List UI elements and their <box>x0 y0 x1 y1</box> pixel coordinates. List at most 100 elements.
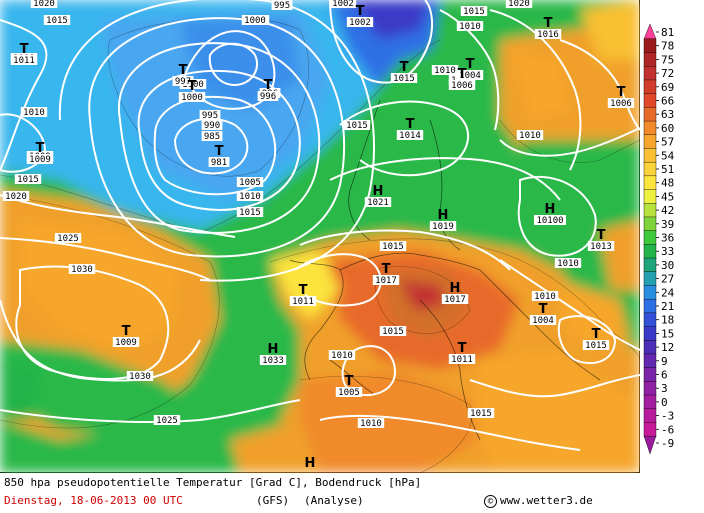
isobar-label: 1010 <box>534 292 556 302</box>
legend-swatch <box>643 148 657 163</box>
legend-tick-label: 3 <box>661 382 668 395</box>
legend-swatch <box>643 394 657 410</box>
legend-swatch <box>643 216 657 232</box>
isobar-label-bg <box>126 371 154 381</box>
low-letter: T <box>264 78 273 93</box>
system-value: 997 <box>175 77 191 87</box>
system-value: 1011 <box>292 297 314 307</box>
low-letter: T <box>299 283 308 298</box>
caption-date-text: Dienstag, 18-06-2013 00 UTC <box>4 494 183 507</box>
system-value: 1011 <box>451 355 473 365</box>
system-value-bg <box>112 337 140 347</box>
legend-swatch <box>643 134 657 150</box>
high-letter: H <box>268 342 279 357</box>
isobar-label: 1015 <box>463 7 485 17</box>
legend-canvas: 8178757269666360575451484542393633302724… <box>643 23 675 455</box>
caption-date: Dienstag, 18-06-2013 00 UTC <box>4 494 183 507</box>
legend-tick-label: 72 <box>661 67 674 80</box>
caption-credit[interactable]: © www.wetter3.de <box>484 494 593 508</box>
isobar-label-bg <box>54 233 82 243</box>
isobar-label: 1002 <box>332 0 354 9</box>
low-letter: T <box>400 60 409 75</box>
low-letter: T <box>458 67 467 82</box>
legend-tick-label: 78 <box>661 40 674 53</box>
legend-tick-label: 24 <box>661 286 675 299</box>
isobar-label-bg <box>531 291 559 301</box>
legend-swatch <box>643 175 657 191</box>
legend-tick-label: 66 <box>661 95 674 108</box>
system-value-bg <box>346 17 374 27</box>
legend-swatch <box>643 312 657 328</box>
system-value: 1016 <box>537 30 559 40</box>
weather-map: 1020 1015 1011 1010 1009 1015 1020 1025 1030 1030… <box>0 0 640 473</box>
system-value: 1015 <box>393 74 415 84</box>
caption-analysis: (Analyse) <box>304 494 364 507</box>
copyright-icon: © <box>484 494 497 508</box>
isobar-label: 1015 <box>470 409 492 419</box>
legend-swatch <box>643 189 657 204</box>
map-caption: 850 hpa pseudopotentielle Temperatur [Gr… <box>0 474 640 513</box>
credit-link[interactable]: www.wetter3.de <box>500 494 593 507</box>
isobar-label-bg <box>199 110 221 120</box>
low-letter: T <box>36 141 45 156</box>
isobar-label-bg <box>516 130 544 140</box>
system-value-bg <box>26 154 54 164</box>
system-value-bg <box>587 241 615 251</box>
system-value: 1015 <box>585 341 607 351</box>
legend-tick-label: 27 <box>661 273 674 286</box>
legend-swatch <box>643 23 657 40</box>
legend-tick-label: 12 <box>661 341 674 354</box>
system-value: 1019 <box>432 222 454 232</box>
isobar-label: 1010 <box>434 66 456 76</box>
caption-model: (GFS) <box>256 494 290 507</box>
system-value-bg <box>448 354 476 364</box>
isobar-label-bg <box>467 408 495 418</box>
legend-swatch <box>643 326 657 341</box>
isobar-label-bg <box>379 241 407 251</box>
isobar-label-bg <box>236 191 264 201</box>
low-letter: T <box>356 4 365 19</box>
legend-swatch <box>643 285 657 300</box>
isobar-label: 1015 <box>46 16 68 26</box>
system-value-bg <box>10 55 38 65</box>
system-value-bg <box>390 73 418 83</box>
isobar-label-bg <box>505 0 533 8</box>
isobar-label: 1015 <box>382 242 404 252</box>
isobar-label: 1015 <box>239 208 261 218</box>
low-letter: T <box>617 85 626 100</box>
low-letter: T <box>406 117 415 132</box>
isobar-label: 1010 <box>519 131 541 141</box>
system-value-bg <box>259 355 287 365</box>
legend-swatch <box>643 244 657 259</box>
system-value: 996 <box>260 92 276 102</box>
system-value-bg <box>396 130 424 140</box>
isobar-label: 1010 <box>239 192 261 202</box>
legend-swatch <box>643 203 657 218</box>
isobar-label: 995 <box>202 111 218 121</box>
legend-tick-label: 39 <box>661 218 674 231</box>
legend-tick-label: 57 <box>661 136 674 149</box>
legend-tick-label: 33 <box>661 245 674 258</box>
isobar-label: 1015 <box>346 121 368 131</box>
legend-swatch <box>643 408 657 424</box>
isobar-label: 990 <box>204 121 220 131</box>
isobar-label: 1025 <box>156 416 178 426</box>
isobar-labels: 1020 1015 1011 1010 1009 1015 1020 1025 1030 1030… <box>2 0 582 429</box>
legend-swatch <box>643 161 657 177</box>
system-value: 1005 <box>338 388 360 398</box>
system-value: 981 <box>211 158 227 168</box>
low-letter: T <box>592 327 601 342</box>
temperature-contours <box>0 17 640 473</box>
isobar-label: 1005 <box>239 178 261 188</box>
isobar-label-bg <box>201 120 223 130</box>
legend-tick-label: 6 <box>661 369 668 382</box>
system-value-bg <box>534 215 566 225</box>
